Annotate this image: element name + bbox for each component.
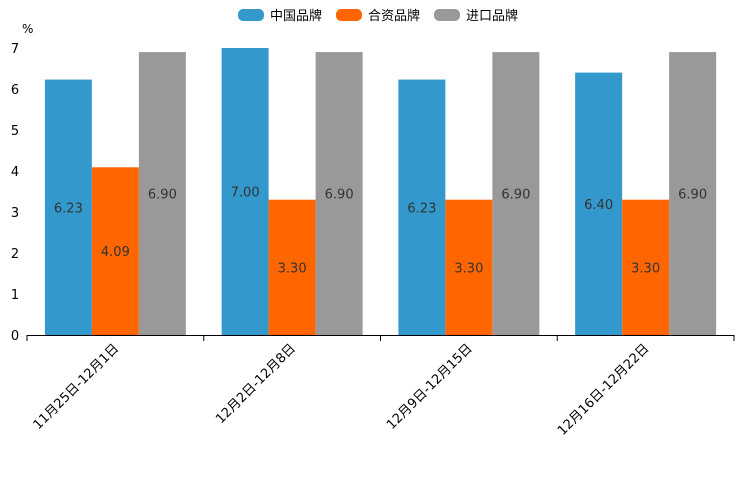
- y-tick-label: 0: [11, 329, 19, 344]
- bar-3-3: [492, 52, 540, 335]
- data-label: 6.90: [501, 188, 530, 203]
- y-axis-unit-label: %: [22, 22, 33, 36]
- data-label: 6.23: [407, 201, 436, 216]
- bar-2-1: [91, 167, 139, 335]
- legend-label: 中国品牌: [270, 8, 322, 24]
- data-label: 7.00: [231, 186, 260, 201]
- data-label: 6.90: [148, 188, 177, 203]
- legend-label: 进口品牌: [466, 8, 518, 24]
- y-tick-label: 4: [11, 165, 19, 180]
- legend-swatch: [336, 9, 362, 21]
- data-label: 3.30: [454, 261, 483, 276]
- data-label: 6.23: [54, 201, 83, 216]
- y-tick-label: 1: [11, 288, 19, 303]
- data-label: 6.90: [678, 188, 707, 203]
- y-tick-label: 6: [11, 83, 19, 98]
- data-label: 3.30: [278, 261, 307, 276]
- data-label: 6.90: [325, 188, 354, 203]
- bar-3-1: [138, 52, 186, 335]
- bars: [44, 48, 717, 335]
- bar-3-4: [669, 52, 717, 335]
- x-tick-label: 12月9日-12月15日: [384, 341, 476, 433]
- bar-1-3: [398, 79, 446, 335]
- bar-3-2: [315, 52, 363, 335]
- y-tick-label: 7: [11, 42, 19, 57]
- bar-1-1: [44, 79, 92, 335]
- legend: 中国品牌 合资品牌 进口品牌: [238, 8, 518, 24]
- data-label: 4.09: [101, 245, 130, 260]
- bar-1-4: [575, 72, 623, 335]
- x-tick-label: 12月16日-12月22日: [555, 341, 652, 438]
- x-axis: 11月25日-12月1日 12月2日-12月8日 12月9日-12月15日 12月16…: [26, 335, 735, 439]
- y-tick-label: 5: [11, 124, 19, 139]
- bar-1-2: [221, 48, 269, 335]
- bar-2-3: [445, 199, 493, 335]
- y-axis: 0 1 2 3 4 5 6 7: [11, 42, 19, 344]
- x-tick-label: 12月2日-12月8日: [213, 341, 299, 427]
- data-label: 3.30: [631, 261, 660, 276]
- data-label: 6.40: [584, 198, 613, 213]
- x-tick-label: 11月25日-12月1日: [31, 341, 123, 433]
- y-tick-label: 2: [11, 247, 19, 262]
- y-tick-label: 3: [11, 206, 19, 221]
- data-labels: 6.23 4.09 6.90 7.00 3.30 6.90 6.23 3.30 6.90 6.40…: [54, 186, 707, 277]
- legend-swatch: [434, 9, 460, 21]
- legend-swatch: [238, 9, 264, 21]
- bar-2-4: [622, 199, 670, 335]
- legend-label: 合资品牌: [368, 8, 420, 24]
- bar-2-2: [268, 199, 316, 335]
